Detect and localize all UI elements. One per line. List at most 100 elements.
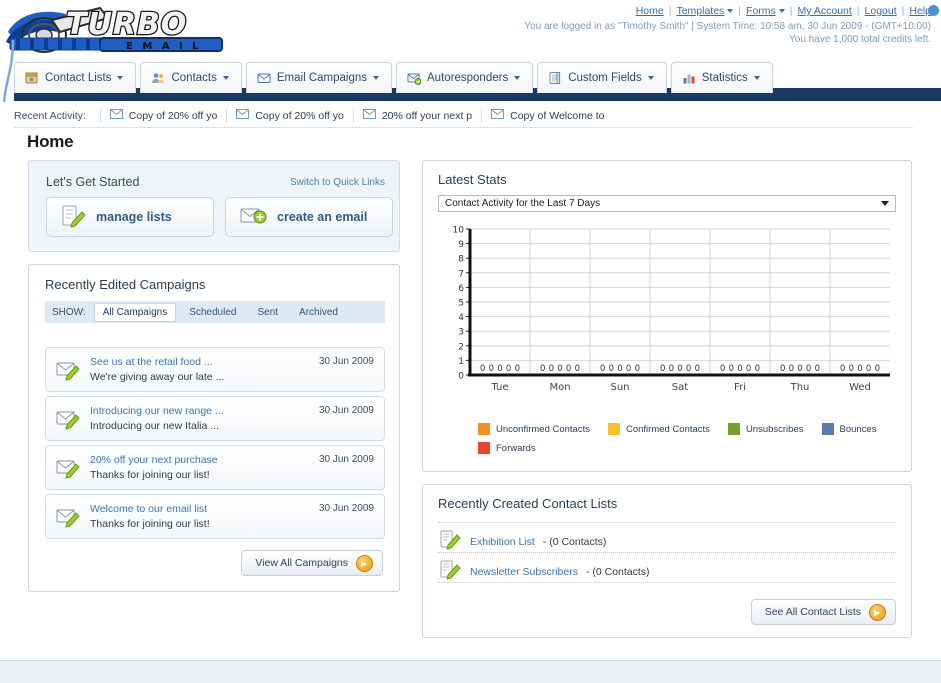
svg-text:0: 0 — [737, 364, 742, 374]
svg-text:10: 10 — [453, 226, 465, 236]
filter-scheduled[interactable]: Scheduled — [189, 306, 237, 318]
divider: | — [738, 5, 742, 17]
campaign-subtitle: Introducing our new Italia ... — [90, 420, 219, 432]
chevron-down-icon — [647, 76, 654, 80]
get-started-title: Let's Get Started — [46, 175, 140, 189]
manage-lists-button[interactable]: manage lists — [46, 197, 214, 237]
svg-text:9: 9 — [458, 240, 464, 250]
svg-text:2: 2 — [458, 342, 464, 352]
top-nav-links[interactable]: Home | Templates | Forms | My Account | Logout | H… — [636, 5, 931, 17]
legend-label: Forwards — [496, 442, 536, 454]
chevron-down-icon — [117, 76, 124, 80]
nav-tab-statistics[interactable]: Statistics — [670, 62, 773, 93]
nav-tab-custom-fields[interactable]: Custom Fields — [537, 62, 667, 93]
legend-swatch — [607, 423, 620, 435]
list-pencil-icon — [440, 530, 462, 553]
nav-tab-contacts[interactable]: Contacts — [140, 62, 242, 93]
see-all-contact-lists-button[interactable]: See All Contact Lists — [750, 599, 896, 625]
svg-text:0: 0 — [609, 364, 614, 374]
see-all-contact-lists-label: See All Contact Lists — [764, 606, 861, 618]
campaign-row[interactable]: Introducing our new range ... Introducin… — [45, 396, 385, 441]
nav-tab-email-campaigns[interactable]: Email Campaigns — [245, 62, 392, 93]
campaign-date: 30 Jun 2009 — [318, 405, 374, 416]
nav-corner-curve — [2, 40, 15, 102]
filter-sent[interactable]: Sent — [257, 306, 279, 318]
recent-activity-item[interactable]: Copy of 20% off yo — [226, 109, 353, 123]
svg-text:Tue: Tue — [490, 382, 508, 393]
contact-list-row[interactable]: Exhibition List - (0 Contacts) — [440, 530, 606, 553]
legend-label: Bounces — [839, 423, 877, 435]
view-all-campaigns-label: View All Campaigns — [255, 557, 348, 569]
recent-activity-item[interactable]: 20% off your next p — [352, 109, 481, 123]
recent-activity-text: Copy of Welcome to — [510, 110, 605, 122]
envelope-icon — [362, 109, 377, 123]
svg-text:TURBO: TURBO — [66, 7, 187, 42]
svg-text:Sat: Sat — [672, 382, 688, 393]
page-title: Home — [27, 132, 74, 151]
divider: | — [668, 5, 672, 17]
contacts-icon — [151, 71, 165, 85]
filter-archived[interactable]: Archived — [299, 306, 338, 318]
legend-item: Unconfirmed Contacts — [478, 423, 590, 435]
contact-lists-icon — [25, 71, 39, 85]
recent-activity-item[interactable]: Copy of Welcome to — [481, 109, 613, 123]
svg-text:0: 0 — [866, 364, 871, 374]
campaign-date: 30 Jun 2009 — [318, 503, 374, 514]
divider — [14, 127, 913, 128]
top-link-logout[interactable]: Logout — [864, 5, 897, 17]
recent-activity-text: Copy of 20% off yo — [128, 110, 218, 122]
campaign-row[interactable]: 20% off your next purchase Thanks for jo… — [45, 445, 385, 490]
svg-text:6: 6 — [458, 284, 464, 294]
top-link-forms[interactable]: Forms — [746, 5, 776, 17]
svg-text:0: 0 — [849, 364, 854, 374]
stats-title: Latest Stats — [438, 172, 507, 187]
top-link-templates[interactable]: Templates — [676, 5, 725, 17]
switch-to-quick-links[interactable]: Switch to Quick Links — [289, 177, 385, 188]
create-an-email-button[interactable]: create an email — [225, 197, 393, 237]
campaign-row[interactable]: Welcome to our email list Thanks for joi… — [45, 494, 385, 539]
stats-range-select[interactable]: Contact Activity for the Last 7 Days — [438, 195, 896, 212]
top-link-help[interactable]: Help — [909, 5, 931, 17]
nav-tab-contact-lists[interactable]: Contact Lists — [14, 62, 137, 93]
divider — [438, 582, 896, 583]
campaign-row[interactable]: See us at the retail food ... We're givi… — [45, 347, 385, 392]
stats-range-value: Contact Activity for the Last 7 Days — [445, 198, 601, 209]
divider: | — [856, 5, 860, 17]
svg-text:0: 0 — [806, 364, 811, 374]
envelope-pencil-icon — [56, 506, 82, 528]
envelope-pencil-icon — [56, 359, 82, 381]
contact-list-row[interactable]: Newsletter Subscribers - (0 Contacts) — [440, 560, 650, 583]
svg-text:0: 0 — [815, 364, 820, 374]
recent-activity-label: Recent Activity: — [14, 110, 86, 122]
view-all-campaigns-button[interactable]: View All Campaigns — [241, 550, 383, 576]
nav-tab-label: Autoresponders — [427, 72, 509, 84]
top-link-home[interactable]: Home — [635, 5, 664, 17]
contact-lists-title: Recently Created Contact Lists — [438, 496, 618, 511]
legend-item: Unsubscribes — [727, 423, 804, 435]
svg-text:0: 0 — [458, 372, 464, 382]
svg-text:0: 0 — [575, 364, 580, 374]
svg-text:0: 0 — [669, 364, 674, 374]
svg-text:Sun: Sun — [610, 382, 629, 393]
svg-text:0: 0 — [660, 364, 665, 374]
svg-text:0: 0 — [686, 364, 691, 374]
nav-tab-label: Custom Fields — [568, 72, 642, 84]
recent-activity-item[interactable]: Copy of 20% off yo — [99, 109, 227, 123]
divider — [438, 522, 896, 523]
svg-text:0: 0 — [780, 364, 785, 374]
filter-all-campaigns[interactable]: All Campaigns — [93, 302, 177, 322]
nav-tab-autoresponders[interactable]: Autoresponders — [396, 62, 534, 93]
top-link-my-account[interactable]: My Account — [797, 5, 852, 17]
svg-text:0: 0 — [729, 364, 734, 374]
campaign-title: See us at the retail food ... — [90, 356, 213, 368]
campaign-title: 20% off your next purchase — [90, 454, 218, 466]
campaign-subtitle: We're giving away our late ... — [90, 371, 225, 383]
latest-stats-panel: Latest Stats Contact Activity for the La… — [422, 160, 912, 472]
svg-text:0: 0 — [549, 364, 554, 374]
email-campaigns-icon — [257, 71, 271, 85]
svg-text:0: 0 — [695, 364, 700, 374]
nav-tab-label: Contact Lists — [45, 72, 112, 84]
campaign-subtitle: Thanks for joining our list! — [90, 518, 210, 530]
legend-label: Confirmed Contacts — [625, 423, 710, 435]
